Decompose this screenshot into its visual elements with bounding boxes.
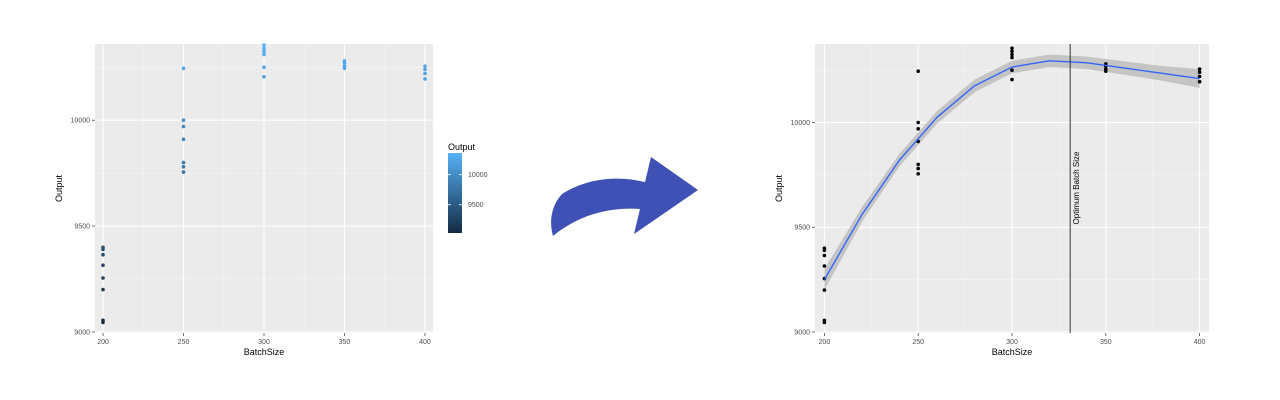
- x-tick-label: 350: [1100, 339, 1112, 346]
- data-point: [822, 318, 827, 323]
- data-point: [1010, 49, 1014, 54]
- data-point: [423, 67, 427, 72]
- data-point: [822, 288, 827, 292]
- data-point: [1197, 74, 1202, 79]
- x-tick-label: 300: [1006, 339, 1018, 346]
- x-tick-label: 200: [97, 339, 109, 346]
- data-point: [101, 252, 105, 257]
- y-tick-label: 9000: [74, 329, 90, 336]
- data-point: [181, 137, 186, 142]
- data-point: [822, 246, 827, 250]
- data-point: [822, 264, 827, 268]
- data-point: [916, 127, 920, 131]
- data-point: [262, 43, 266, 47]
- y-axis-title: Output: [54, 174, 64, 202]
- data-point: [423, 71, 427, 76]
- legend-label: 10000: [468, 172, 488, 179]
- data-point: [181, 160, 186, 165]
- x-tick-label: 200: [819, 339, 831, 346]
- x-axis-title: BatchSize: [992, 347, 1033, 357]
- x-tick-label: 300: [258, 339, 270, 346]
- colorbar: [448, 153, 462, 233]
- data-point: [423, 64, 427, 68]
- y-tick-label: 9500: [74, 224, 90, 231]
- data-point: [181, 170, 186, 174]
- data-point: [916, 162, 920, 167]
- data-point: [101, 276, 105, 280]
- smooth-line: [823, 60, 1200, 280]
- y-tick-label: 10000: [71, 118, 91, 125]
- data-point: [262, 46, 266, 50]
- data-point: [181, 165, 186, 169]
- x-tick-label: 250: [912, 339, 924, 346]
- data-point: [181, 66, 186, 71]
- data-point: [1010, 46, 1014, 50]
- y-tick-label: 9000: [794, 329, 810, 336]
- y-tick-label: 10000: [791, 120, 811, 127]
- optimum-label: Optimum Batch Size: [1072, 151, 1081, 224]
- data-point: [342, 64, 347, 68]
- chart-left: 200 250 300 350 400 9000 9500 10000 BatchSize Out…: [54, 43, 488, 357]
- x-tick-label: 350: [339, 339, 351, 346]
- y-axis-title: Output: [774, 174, 784, 202]
- data-point: [1010, 68, 1014, 72]
- x-tick-label: 250: [178, 339, 190, 346]
- data-point: [1197, 79, 1202, 84]
- data-point: [181, 124, 186, 129]
- data-point: [822, 253, 827, 258]
- data-point: [262, 65, 266, 70]
- data-point: [1010, 77, 1014, 82]
- data-point: [101, 287, 105, 292]
- data-point: [916, 166, 920, 171]
- data-point: [101, 245, 105, 250]
- data-point: [916, 172, 920, 176]
- transition-arrow-icon: [551, 157, 698, 236]
- data-point: [423, 77, 427, 81]
- data-point: [1197, 70, 1202, 75]
- x-tick-label: 400: [1194, 339, 1206, 346]
- data-point: [342, 59, 347, 63]
- data-point: [916, 69, 920, 73]
- data-point: [1010, 52, 1014, 57]
- legend-label: 9500: [468, 202, 484, 209]
- x-axis-title: BatchSize: [244, 347, 285, 357]
- legend-title: Output: [448, 142, 476, 152]
- data-point: [181, 118, 186, 122]
- chart-right: Optimum Batch Size 200 250 300 350 400 9000 950…: [774, 44, 1209, 357]
- data-point: [262, 75, 266, 79]
- data-point: [262, 49, 266, 54]
- data-point: [1104, 67, 1108, 71]
- data-point: [101, 263, 105, 268]
- data-point: [1197, 67, 1202, 71]
- data-point: [262, 52, 266, 57]
- data-point: [101, 318, 105, 323]
- data-point: [1010, 55, 1014, 60]
- x-tick-label: 400: [419, 339, 431, 346]
- y-tick-label: 9500: [794, 225, 810, 232]
- data-point: [916, 120, 920, 125]
- confidence-band: [824, 54, 1200, 291]
